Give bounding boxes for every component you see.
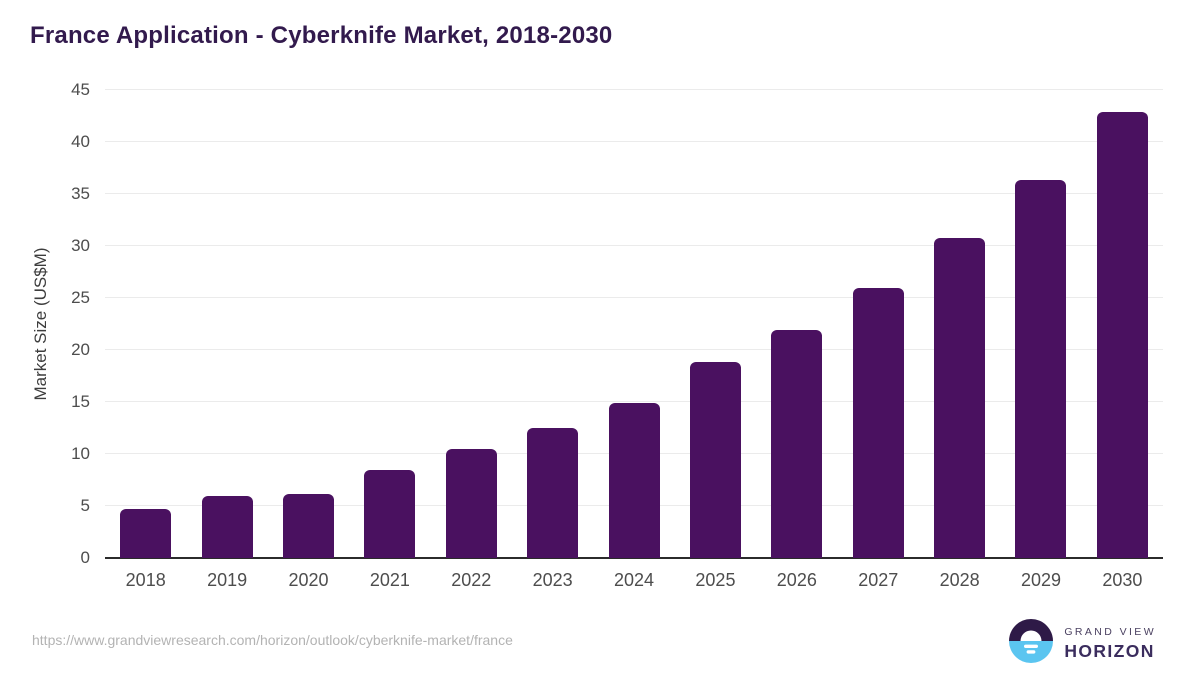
x-tick-label-2018: 2018 [125, 570, 166, 590]
bar-2025 [689, 362, 741, 558]
y-tick-label-25: 25 [71, 288, 90, 307]
y-tick-label-20: 20 [71, 340, 90, 359]
gridline-40 [105, 141, 1163, 142]
gridline-45 [105, 89, 1163, 90]
x-tick-label-2025: 2025 [695, 570, 736, 590]
bar-slot-2022 [431, 90, 512, 558]
bar-2020 [282, 493, 334, 558]
bar-slot-2018 [105, 90, 186, 558]
bar-slot-2028 [919, 90, 1000, 558]
bar-slot-2019 [186, 90, 267, 558]
x-tick-label-2024: 2024 [614, 570, 655, 590]
y-tick-label-40: 40 [71, 132, 90, 151]
bar-slot-2029 [1000, 90, 1081, 558]
y-tick-label-15: 15 [71, 392, 90, 411]
bar-2027 [852, 287, 904, 558]
y-tick-label-35: 35 [71, 184, 90, 203]
bar-2023 [527, 428, 579, 558]
bar-slot-2023 [512, 90, 593, 558]
grand-view-horizon-logo: GRAND VIEW HORIZON [1008, 618, 1156, 669]
x-tick-label-2028: 2028 [939, 570, 980, 590]
bar-2030 [1096, 111, 1148, 558]
page-title: France Application - Cyberknife Market, … [30, 22, 613, 49]
bar-slot-2020 [268, 90, 349, 558]
x-tick-label-2021: 2021 [369, 570, 410, 590]
bar-slot-2021 [349, 90, 430, 558]
horizon-sun-icon [1008, 618, 1054, 669]
gridline-30 [105, 245, 1163, 246]
bar-2022 [445, 448, 497, 558]
bar-slot-2027 [838, 90, 919, 558]
x-tick-label-2029: 2029 [1020, 570, 1062, 590]
y-tick-label-30: 30 [71, 236, 90, 255]
bar-slot-2025 [675, 90, 756, 558]
bar-slot-2030 [1082, 90, 1163, 558]
x-tick-label-2027: 2027 [858, 570, 899, 590]
y-tick-label-10: 10 [71, 444, 90, 463]
source-url: https://www.grandviewresearch.com/horizo… [32, 632, 513, 648]
y-tick-label-5: 5 [80, 496, 90, 515]
bar-2029 [1015, 180, 1067, 558]
x-tick-label-2030: 2030 [1102, 570, 1143, 590]
bar-2026 [771, 330, 823, 558]
gridline-35 [105, 193, 1163, 194]
gridline-20 [105, 349, 1163, 350]
y-axis-ticks: 0 5 10 15 20 25 30 35 40 45 [40, 81, 90, 567]
bar-2019 [201, 495, 253, 558]
x-tick-label-2026: 2026 [776, 570, 817, 590]
logo-brand-line: GRAND VIEW [1064, 625, 1156, 638]
plot-area [105, 89, 1163, 559]
bar-slot-2026 [756, 90, 837, 558]
bar-2018 [120, 509, 172, 558]
y-tick-label-45: 45 [71, 80, 90, 99]
bar-2024 [608, 403, 660, 558]
gridline-25 [105, 297, 1163, 298]
bar-series [105, 90, 1163, 558]
x-tick-label-2023: 2023 [532, 570, 573, 590]
x-tick-label-2020: 2020 [288, 570, 329, 590]
logo-product-line: HORIZON [1064, 640, 1155, 661]
x-axis-labels: 2018 2019 2020 2021 2022 2023 2024 2025 2026 2027… [105, 570, 1163, 591]
y-tick-label-0: 0 [80, 548, 90, 567]
x-tick-label-2022: 2022 [451, 570, 492, 590]
x-axis-line [105, 557, 1163, 559]
bar-2021 [364, 469, 416, 558]
logo-text: GRAND VIEW HORIZON [1064, 626, 1156, 662]
gridline-15 [105, 401, 1163, 402]
x-tick-label-2019: 2019 [207, 570, 248, 590]
bar-2028 [934, 237, 986, 558]
bar-slot-2024 [593, 90, 674, 558]
